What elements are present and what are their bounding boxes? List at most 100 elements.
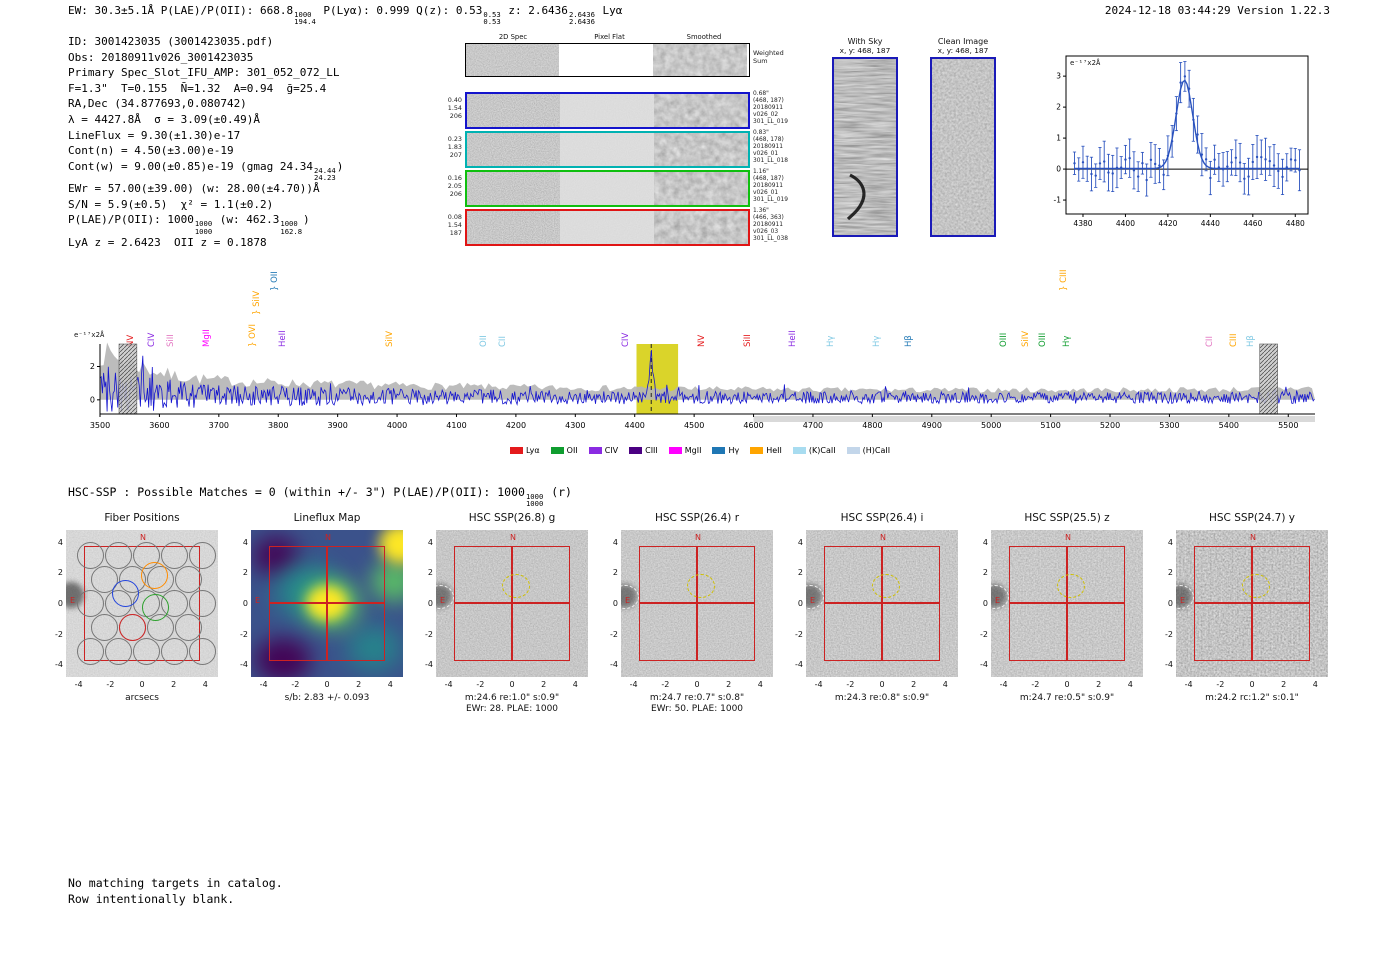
legend-item: Hγ <box>712 446 739 455</box>
text-token: Cont(w) = 9.00(±0.85)e-19 (gmag 24.34 <box>68 159 314 173</box>
fraction-upper: 24.44 <box>314 165 336 175</box>
legend-swatch <box>846 447 860 454</box>
svg-text:3800: 3800 <box>268 421 288 430</box>
cutout-panel-title: HSC SSP(26.4) i <box>840 512 924 524</box>
smoothed-image <box>654 172 748 205</box>
fiber-circle <box>188 589 216 617</box>
y-tick-label: -4 <box>980 660 988 670</box>
x-tick-label: -2 <box>291 680 300 689</box>
pixelflat-image <box>559 44 653 76</box>
info-line: LineFlux = 9.30(±1.30)e-17 <box>68 128 343 144</box>
fiber-circle <box>160 637 188 665</box>
noise-image <box>654 133 748 166</box>
svg-text:4100: 4100 <box>446 421 466 430</box>
panel-caption: m:24.6 re:1.0" s:0.9" <box>464 693 560 703</box>
svg-text:5200: 5200 <box>1100 421 1120 430</box>
crosshair-vertical <box>881 546 883 661</box>
noise-image <box>653 44 747 76</box>
text-token: ID: 3001423035 (3001423035.pdf) <box>68 35 274 48</box>
svg-text:4200: 4200 <box>506 421 526 430</box>
fiber-circle <box>174 613 202 641</box>
y-tick-label: 4 <box>427 537 433 547</box>
aperture-ellipse <box>687 574 715 598</box>
x-tick-label: 0 <box>694 680 700 689</box>
fraction-upper: 2.6436 <box>568 10 595 19</box>
noise-image <box>560 211 654 244</box>
fraction-lower: 24.23 <box>314 172 336 182</box>
aperture-ellipse <box>1057 574 1085 598</box>
hsc-match-summary: HSC-SSP : Possible Matches = 0 (within +… <box>68 485 572 507</box>
y-tick-label: 4 <box>612 537 618 547</box>
y-tick-label: 0 <box>982 599 988 608</box>
info-line: Cont(w) = 9.00(±0.85)e-19 (gmag 24.34 24.… <box>68 159 343 181</box>
selected-fiber-circle <box>118 613 146 641</box>
fiber-circle <box>76 637 104 665</box>
stacked-fraction: 24.44 24.23 <box>314 165 336 182</box>
crosshair-horizontal <box>1009 602 1125 604</box>
x-tick-label: 0 <box>324 680 330 689</box>
text-token: Primary Spec_Slot_IFU_AMP: 301_052_072_L… <box>68 66 340 80</box>
clean-image-coords: x, y: 468, 187 <box>937 46 989 55</box>
text-token: ) <box>303 213 310 227</box>
y-tick-label: -2 <box>1165 629 1173 639</box>
x-tick-label: 4 <box>1312 680 1318 689</box>
fiber-id-label: 20180911 <box>753 182 783 189</box>
fiber-id-label: 20180911 <box>753 221 783 228</box>
text-token: (w: 462.3 <box>213 213 280 227</box>
x-tick-label: 2 <box>911 680 917 689</box>
svg-text:5500: 5500 <box>1278 421 1298 430</box>
stacked-fraction: 1000 194.4 <box>294 11 316 26</box>
svg-text:4420: 4420 <box>1158 219 1177 228</box>
line-fit-chart: 4380 4400 4420 4440 4460 4480 -1 0 1 2 3 <box>1036 50 1316 236</box>
legend-label: (H)CaII <box>862 446 891 455</box>
y-tick-label: 4 <box>57 537 63 547</box>
x-tick-label: -2 <box>1216 680 1225 689</box>
crosshair-vertical <box>326 546 328 661</box>
x-tick-label: -2 <box>476 680 485 689</box>
svg-text:2: 2 <box>90 362 95 371</box>
y-tick-label: -4 <box>240 660 248 670</box>
lineflux-blob <box>255 638 311 677</box>
fiber-weight-label: 207 <box>449 151 462 159</box>
x-tick-label: -4 <box>629 680 638 689</box>
compass-north: N <box>325 533 331 542</box>
x-tick-label: 4 <box>942 680 948 689</box>
x-tick-label: 2 <box>726 680 732 689</box>
y-tick-label: 4 <box>1167 537 1173 547</box>
cutout-panel-title: Fiber Positions <box>104 512 180 524</box>
x-tick-label: 0 <box>879 680 885 689</box>
svg-text:4400: 4400 <box>625 421 645 430</box>
fiber-id-label: v026_03 <box>753 228 779 235</box>
fiber-id-label: v026_02 <box>753 111 779 118</box>
legend-label: CIII <box>645 446 658 455</box>
legend-swatch <box>550 447 564 454</box>
noise-image <box>467 94 560 127</box>
fiber-weight-label: 0.16 <box>447 174 462 182</box>
x-tick-label: -4 <box>74 680 83 689</box>
fiber-circle <box>90 565 118 593</box>
noise-image <box>654 94 748 127</box>
panel-caption: s/b: 2.83 +/- 0.093 <box>284 693 370 703</box>
svg-text:4300: 4300 <box>565 421 585 430</box>
svg-text:4400: 4400 <box>1116 219 1135 228</box>
legend-label: HeII <box>766 446 782 455</box>
aperture-ellipse <box>502 574 530 598</box>
fiber-weight-label: 206 <box>449 112 462 120</box>
info-line: Primary Spec_Slot_IFU_AMP: 301_052_072_L… <box>68 65 343 81</box>
y-tick-label: 2 <box>797 568 803 578</box>
fiber-weight-label: 1.54 <box>447 221 462 229</box>
smoothed-image <box>653 44 747 76</box>
fiber-id-label: 301_LL_019 <box>753 118 788 125</box>
fraction-lower: 2.6436 <box>568 17 595 27</box>
noise-image <box>560 94 654 127</box>
stacked-fraction: 1000 162.8 <box>280 220 302 235</box>
spec2d-row-right-labels: 1.36" (466, 363) 20180911 v026_03 301_LL_038 <box>753 208 805 243</box>
info-line: S/N = 5.9(±0.5) χ² = 1.1(±0.2) <box>68 197 343 213</box>
y-tick-label: 2 <box>1167 568 1173 578</box>
crosshair-horizontal <box>454 602 570 604</box>
x-tick-label: 2 <box>1096 680 1102 689</box>
cutout-panel-title: HSC SSP(26.4) r <box>654 512 740 524</box>
footer-line: Row intentionally blank. <box>68 891 235 906</box>
fiber-weight-label: 0.40 <box>447 96 462 104</box>
